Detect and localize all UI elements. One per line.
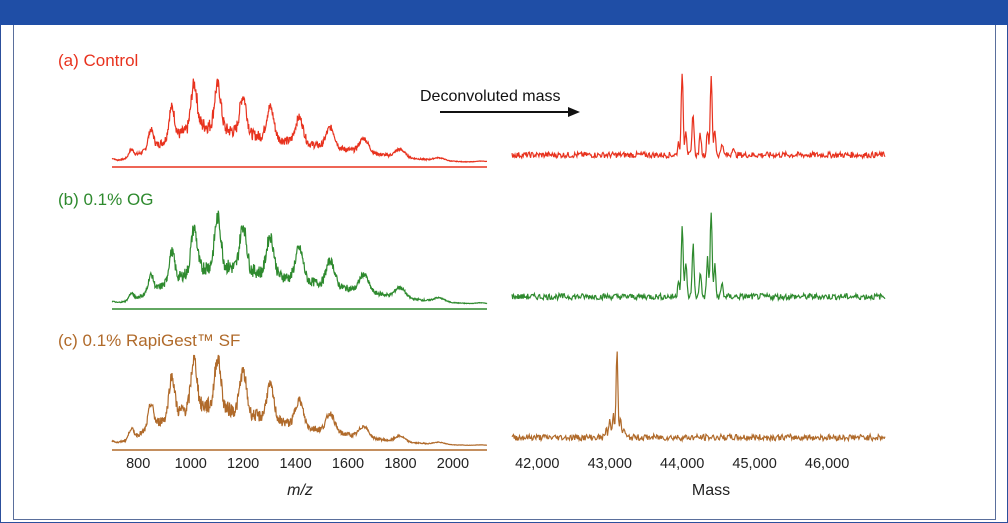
mz-tick-label: 2000 [437, 456, 469, 472]
figure-panel [13, 25, 996, 520]
mz-spectrum-1 [111, 210, 488, 305]
panel-labels: (a) Control (b) 0.1% OG (c) 0.1% RapiGes… [58, 51, 240, 350]
mass-tick-label: 42,000 [515, 456, 559, 472]
mz-tick-label: 800 [126, 456, 150, 472]
mass-spectrum-0 [511, 73, 886, 160]
mz-tick-label: 1800 [384, 456, 416, 472]
mass-spectrum-1 [511, 212, 886, 302]
mass-tick-label: 46,000 [805, 456, 849, 472]
mz-tick-label: 1600 [332, 456, 364, 472]
mz-spectrum-0 [111, 78, 487, 163]
mz-tick-label: 1400 [279, 456, 311, 472]
panel-label-b: (b) 0.1% OG [58, 190, 153, 209]
annotation-text: Deconvoluted mass [420, 88, 561, 105]
mz-tick-labels: 800 1000 1200 1400 1600 1800 2000 [126, 456, 469, 472]
mass-tick-label: 44,000 [660, 456, 704, 472]
mz-spectrum-2 [111, 354, 487, 447]
mass-tick-labels: 42,000 43,000 44,000 45,000 46,000 [515, 456, 849, 472]
mass-tick-label: 43,000 [588, 456, 632, 472]
mass-axis-title: Mass [692, 482, 730, 499]
mz-axis-title: m/z [287, 482, 313, 499]
panel-label-a: (a) Control [58, 51, 138, 70]
mz-tick-label: 1200 [227, 456, 259, 472]
deconvolution-annotation: Deconvoluted mass [420, 88, 580, 117]
header-bar [0, 0, 1008, 25]
panel-label-c: (c) 0.1% RapiGest™ SF [58, 331, 240, 350]
mz-tick-label: 1000 [175, 456, 207, 472]
mass-spectrum-2 [511, 351, 886, 443]
spectra-group [111, 73, 886, 451]
annotation-arrow-head [568, 107, 580, 117]
mass-tick-label: 45,000 [732, 456, 776, 472]
